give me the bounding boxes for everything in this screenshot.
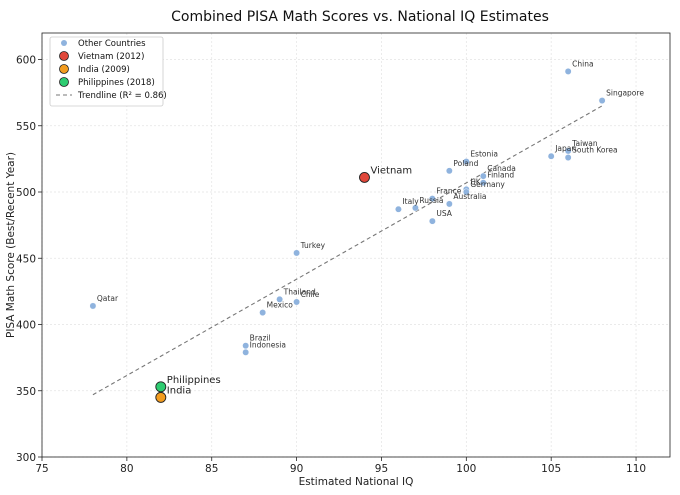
x-tick-label: 85 [205, 463, 218, 475]
highlight-label: India [167, 385, 192, 396]
country-label: Canada [487, 164, 516, 173]
legend: Other Countries Vietnam (2012) India (2009… [49, 36, 167, 107]
country-point [276, 295, 284, 303]
axis-ticks: 75 80 85 90 95 100 105 110 300 350 400 450 500 550 600 [16, 55, 646, 476]
legend-marker [59, 64, 69, 74]
country-point [547, 152, 555, 160]
country-point [445, 200, 453, 208]
x-tick-label: 75 [35, 463, 48, 475]
country-label: Thailand [283, 287, 316, 296]
country-label: South Korea [572, 146, 617, 155]
country-point [411, 204, 419, 212]
legend-marker [59, 51, 69, 61]
country-label: France [436, 187, 461, 196]
country-label: Italy [402, 197, 419, 206]
y-tick-label: 300 [16, 452, 36, 464]
x-tick-label: 90 [290, 463, 303, 475]
country-point [445, 167, 453, 175]
country-label: Russia [419, 196, 443, 205]
plot-frame [41, 32, 671, 458]
country-point [479, 179, 487, 187]
country-label: Estonia [470, 150, 498, 159]
country-point [564, 67, 572, 75]
legend-entry: Other Countries [78, 39, 146, 49]
chart-title: Combined PISA Math Scores vs. National I… [171, 9, 549, 25]
legend-entry: Trendline (R² = 0.86) [77, 91, 167, 101]
country-point [428, 195, 436, 203]
y-tick-label: 350 [16, 386, 36, 398]
highlight-point [359, 171, 370, 183]
y-tick-label: 500 [16, 187, 36, 199]
legend-marker [61, 40, 67, 46]
country-point [89, 302, 97, 310]
x-tick-label: 110 [626, 463, 646, 475]
country-label: Turkey [300, 241, 326, 250]
trendline [92, 105, 603, 396]
country-point [242, 348, 250, 356]
country-point [598, 97, 606, 105]
y-tick-label: 600 [16, 55, 36, 67]
x-tick-label: 95 [375, 463, 388, 475]
data-points [89, 67, 606, 403]
country-label: USA [436, 209, 452, 218]
country-point [293, 249, 301, 257]
highlight-label: Philippines [167, 375, 221, 386]
country-label: UK [470, 177, 481, 186]
trendline-path [92, 105, 603, 396]
x-tick-label: 80 [120, 463, 133, 475]
y-axis-label: PISA Math Score (Best/Recent Year) [5, 152, 17, 338]
x-tick-label: 105 [541, 463, 561, 475]
country-point [259, 309, 267, 317]
country-label: Australia [453, 192, 486, 201]
legend-marker [59, 77, 69, 87]
x-tick-label: 100 [456, 463, 476, 475]
country-label: Indonesia [250, 340, 286, 349]
country-label: Taiwan [571, 139, 598, 148]
country-point [462, 188, 470, 196]
country-label: Poland [453, 159, 478, 168]
country-label: Chile [301, 290, 320, 299]
country-point [564, 154, 572, 162]
country-point [293, 298, 301, 306]
country-label: Japan [554, 144, 576, 153]
legend-entry: Vietnam (2012) [78, 52, 144, 62]
highlight-point [155, 381, 167, 393]
highlight-point [155, 391, 167, 403]
legend-box [49, 36, 164, 107]
x-axis-label: Estimated National IQ [299, 476, 414, 488]
country-label: Qatar [97, 294, 119, 303]
country-point [479, 172, 487, 180]
y-tick-label: 550 [16, 121, 36, 133]
y-tick-label: 400 [16, 320, 36, 332]
country-label: Brazil [250, 334, 271, 343]
highlight-label: Vietnam [370, 165, 412, 176]
legend-entry: Philippines (2018) [78, 78, 155, 88]
country-point [428, 217, 436, 225]
legend-entry: India (2009) [78, 65, 130, 75]
country-label: Mexico [267, 301, 294, 310]
country-label: Finland [487, 171, 514, 180]
country-label: China [572, 59, 593, 68]
country-point [242, 342, 250, 350]
country-point [394, 205, 402, 213]
country-label: Singapore [606, 89, 644, 98]
country-point [462, 158, 470, 165]
country-label: Germany [470, 180, 505, 189]
y-tick-label: 450 [16, 253, 36, 265]
